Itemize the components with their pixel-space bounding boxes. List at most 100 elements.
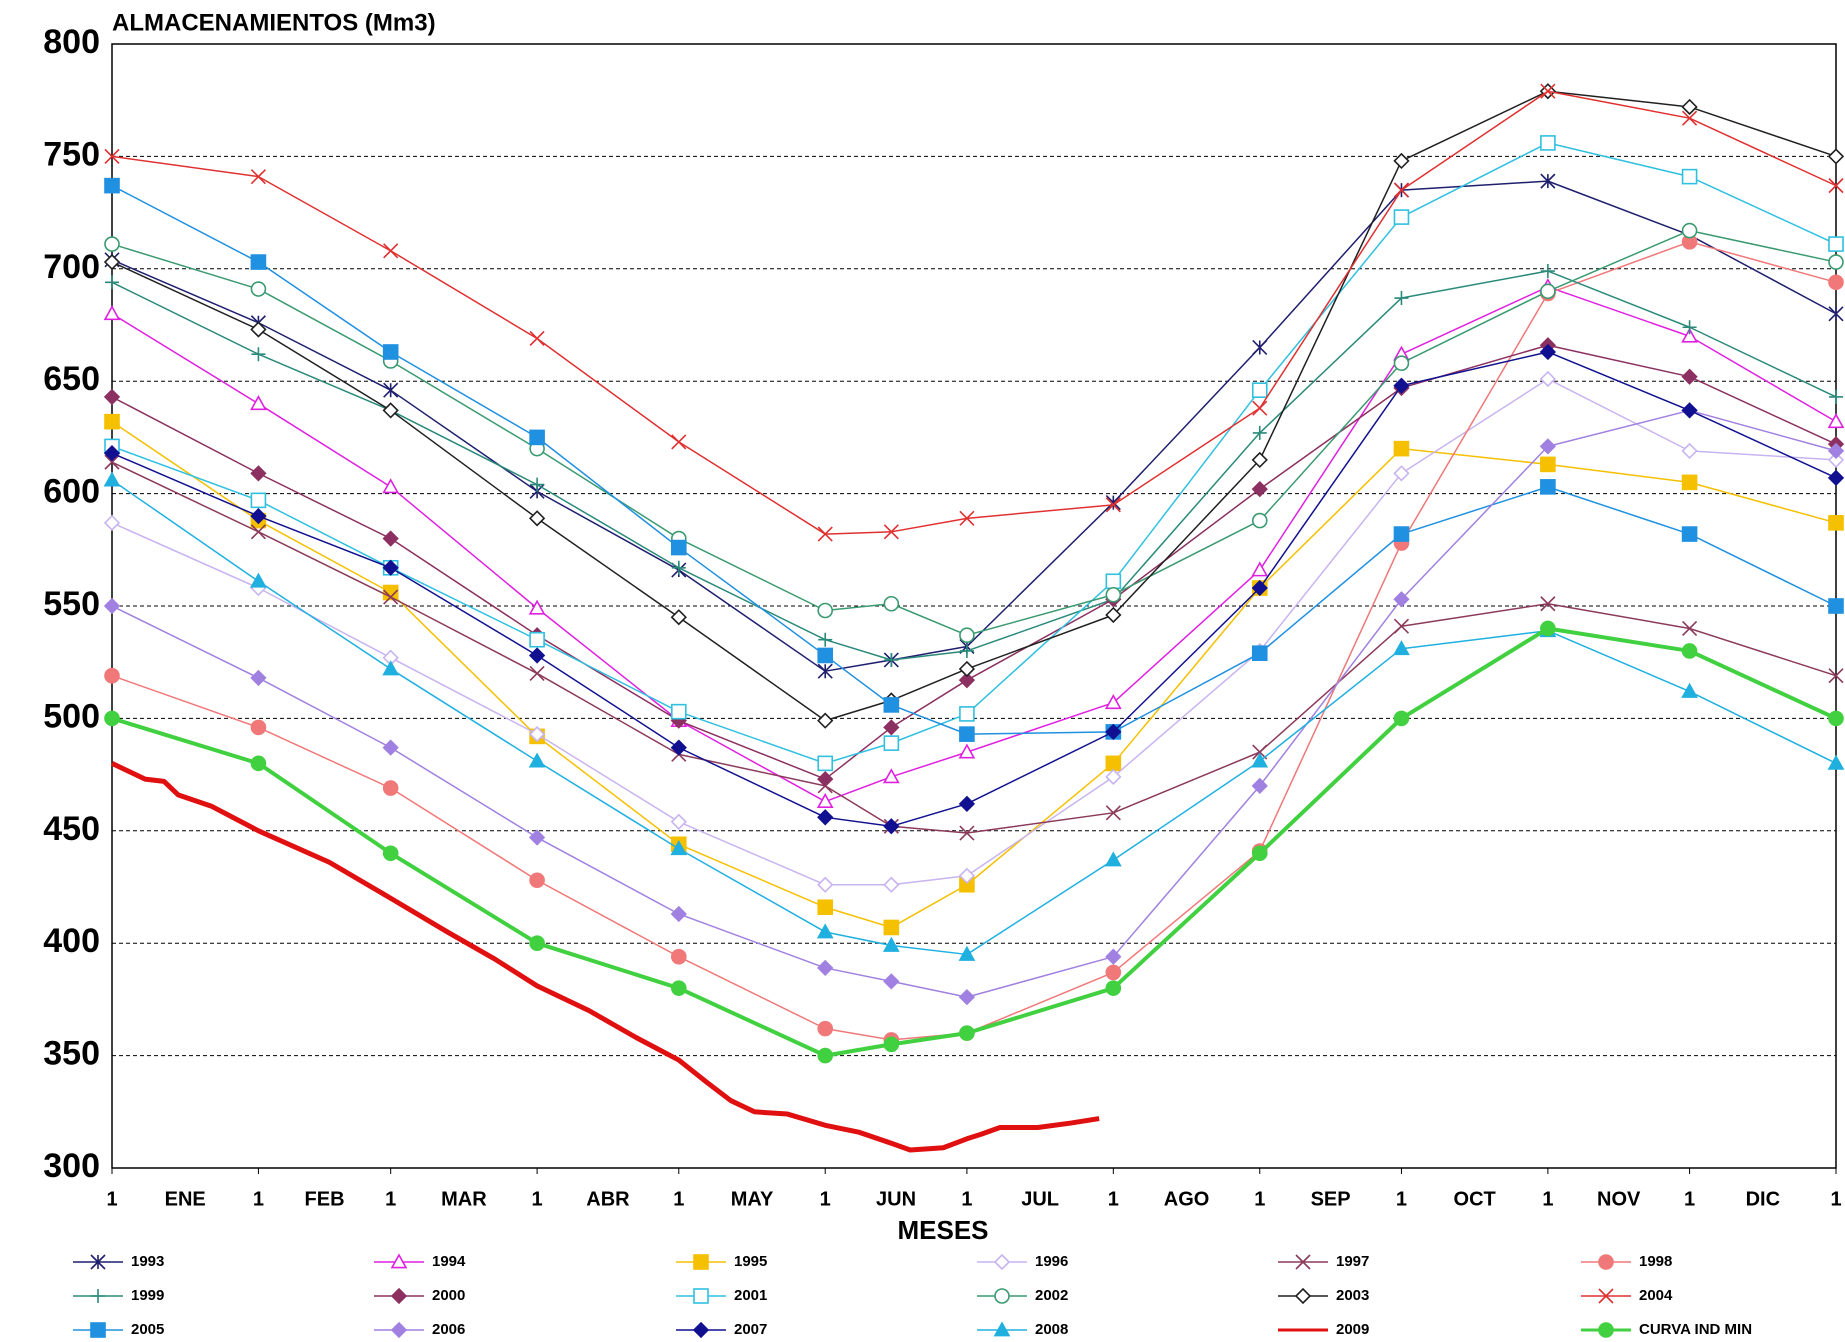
data-point — [1540, 83, 1556, 99]
month-label: AGO — [1164, 1188, 1210, 1210]
data-point — [529, 872, 545, 889]
series-line — [111, 461, 1837, 834]
data-point — [1393, 526, 1410, 542]
legend-item: 1995 — [676, 1253, 767, 1270]
data-point — [529, 631, 545, 648]
legend-item: 2007 — [676, 1321, 767, 1339]
data-point — [1104, 851, 1122, 867]
data-point — [883, 973, 900, 990]
data-point — [883, 595, 900, 612]
data-point — [1540, 135, 1556, 151]
data-point — [529, 665, 545, 682]
data-point — [882, 768, 900, 784]
data-point — [1393, 152, 1410, 170]
legend-label: 2008 — [1035, 1321, 1068, 1338]
x-tick-label: 1 — [532, 1188, 543, 1210]
data-point — [1539, 343, 1557, 361]
data-point — [1828, 274, 1844, 291]
data-point — [1251, 845, 1268, 862]
data-point — [958, 867, 976, 884]
data-point — [1105, 805, 1121, 821]
data-point — [958, 795, 976, 812]
data-point — [817, 959, 834, 977]
data-point — [1251, 579, 1268, 597]
x-tick-label: 1 — [106, 1188, 117, 1210]
data-point — [1105, 723, 1122, 741]
data-point — [251, 347, 266, 362]
data-point — [1393, 209, 1410, 225]
data-point — [250, 465, 267, 482]
data-point — [1681, 98, 1698, 116]
data-point — [1540, 620, 1556, 637]
legend-label: 1996 — [1035, 1253, 1068, 1270]
data-point — [103, 471, 121, 487]
data-point — [1681, 168, 1698, 185]
data-point — [1539, 438, 1557, 455]
data-point — [250, 572, 267, 588]
month-label: MAR — [441, 1188, 487, 1210]
data-point — [1827, 754, 1845, 770]
data-point — [1251, 451, 1268, 469]
x-tick-label: 1 — [1254, 1188, 1265, 1210]
data-point — [1540, 283, 1556, 300]
data-point — [1105, 948, 1122, 965]
series-line — [111, 479, 1837, 956]
data-point — [104, 236, 120, 252]
y-tick-label: 750 — [43, 135, 100, 173]
data-point — [958, 989, 976, 1006]
data-point — [250, 492, 267, 509]
legend-label: CURVA IND MIN — [1639, 1321, 1752, 1338]
data-point — [528, 647, 546, 664]
data-point — [103, 445, 121, 462]
data-point — [959, 825, 975, 841]
data-point — [1540, 479, 1556, 495]
data-point — [670, 739, 687, 756]
data-point — [1827, 413, 1845, 429]
y-tick-label: 800 — [43, 23, 100, 61]
data-point — [1393, 465, 1410, 482]
series-line — [111, 184, 1837, 735]
data-point — [1251, 512, 1268, 529]
data-point — [817, 809, 834, 826]
data-point — [382, 660, 400, 676]
legend-label: 2002 — [1035, 1287, 1068, 1304]
data-point — [382, 402, 399, 419]
series-line — [111, 90, 1837, 722]
data-point — [528, 599, 546, 615]
data-point — [104, 148, 120, 164]
data-point — [103, 388, 121, 406]
legend-marker — [90, 1254, 106, 1270]
data-point — [1682, 320, 1697, 335]
month-label: FEB — [305, 1188, 345, 1210]
data-point — [1681, 222, 1698, 239]
legend-marker — [390, 1321, 408, 1339]
legend-marker — [994, 1288, 1010, 1304]
data-point — [104, 667, 120, 684]
data-point — [959, 706, 975, 722]
x-tick-label: 1 — [1830, 1188, 1841, 1210]
data-point — [1251, 777, 1268, 794]
data-point — [1251, 382, 1268, 398]
data-point — [1252, 400, 1268, 416]
y-tick-label: 700 — [43, 248, 100, 286]
legend-item: 2004 — [1581, 1287, 1673, 1304]
legend-item: 2008 — [977, 1321, 1068, 1338]
legend-label: 1993 — [131, 1253, 164, 1270]
legend-marker — [90, 1322, 106, 1338]
data-point — [1681, 682, 1698, 698]
data-point — [883, 719, 900, 736]
data-point — [1105, 606, 1122, 624]
data-point — [670, 813, 687, 830]
data-point — [817, 1047, 834, 1064]
data-point — [958, 743, 976, 759]
data-point — [1681, 474, 1698, 491]
legend-label: 1997 — [1336, 1253, 1369, 1270]
data-point — [958, 945, 976, 961]
x-tick-label: 1 — [673, 1188, 684, 1210]
month-label: SEP — [1311, 1188, 1351, 1210]
data-point — [529, 429, 545, 446]
legend-marker — [693, 1254, 709, 1270]
data-point — [1827, 451, 1845, 469]
month-label: JUN — [876, 1188, 916, 1210]
legend-label: 1995 — [734, 1253, 767, 1270]
